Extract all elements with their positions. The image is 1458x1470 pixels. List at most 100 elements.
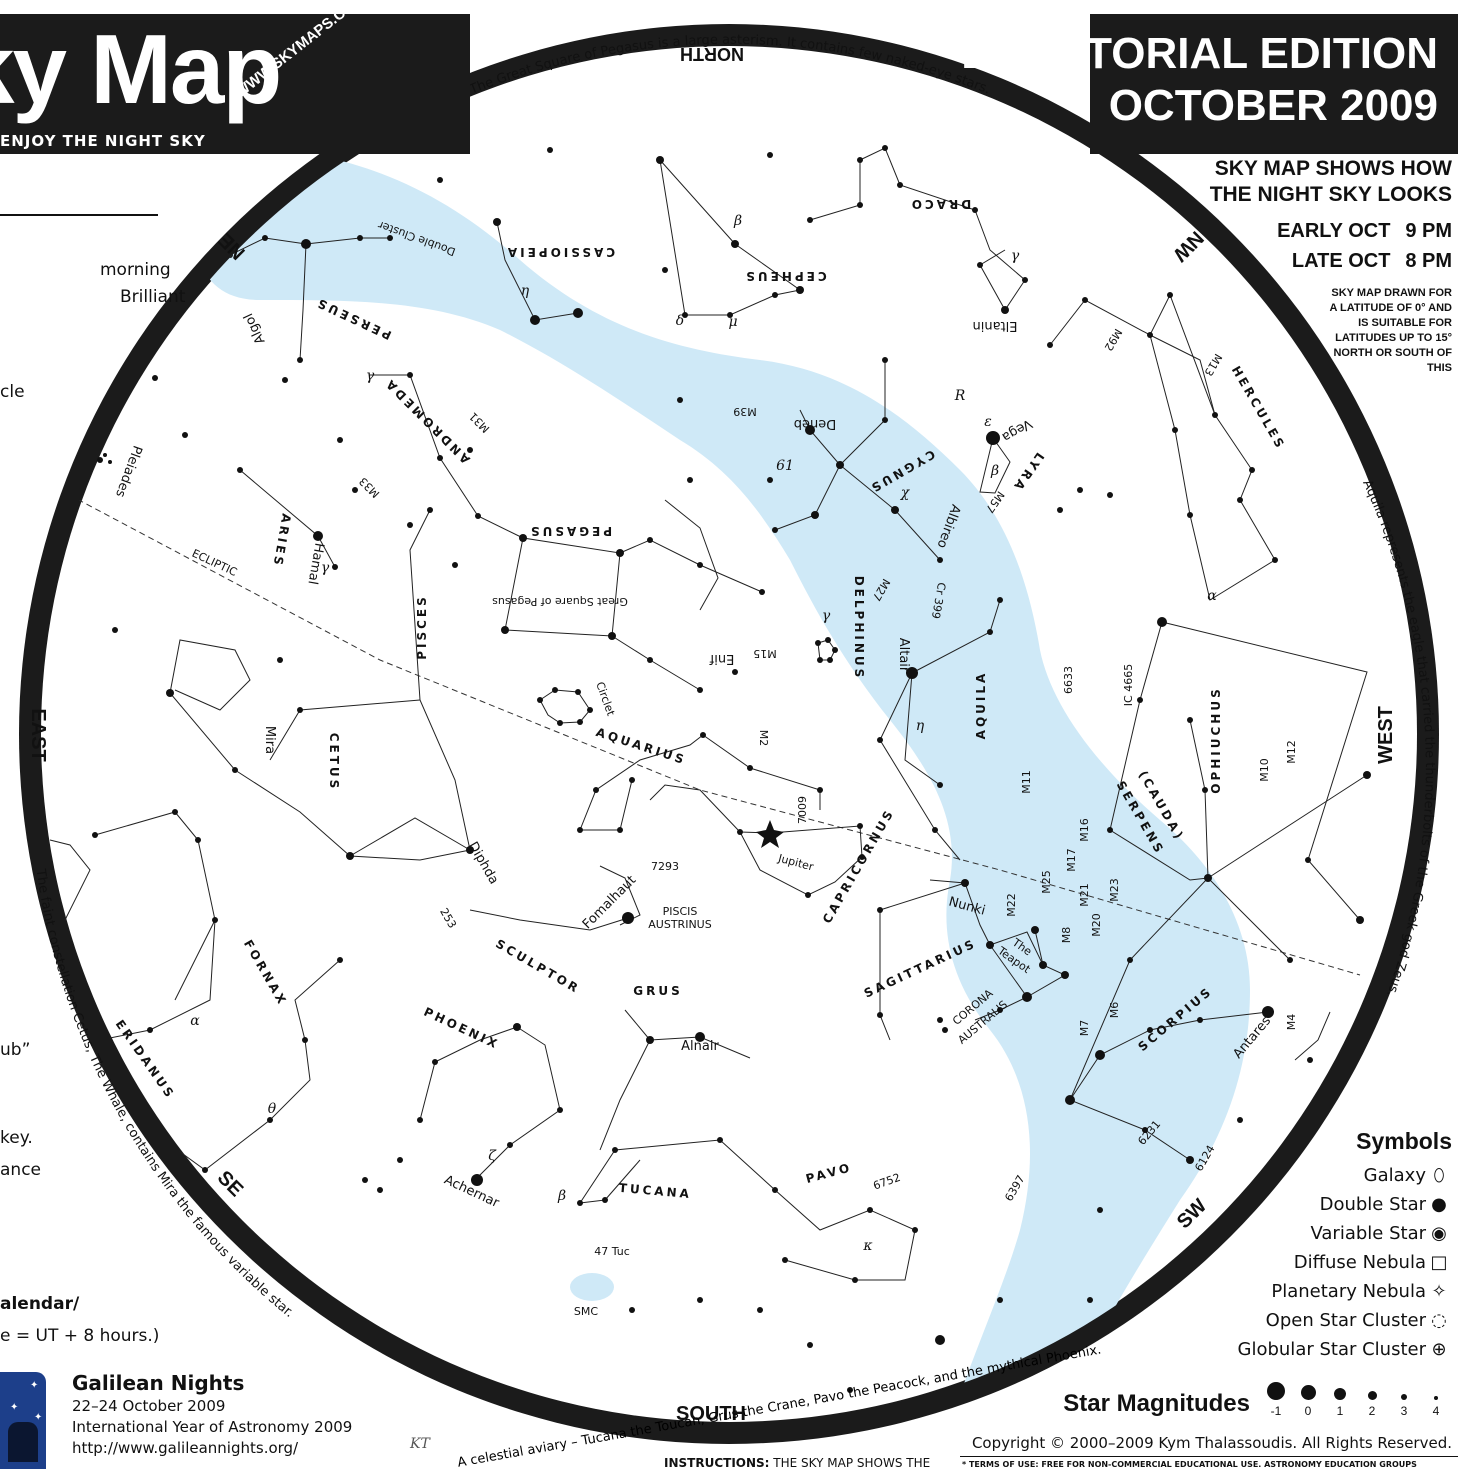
greek-letter-label: θ: [268, 1101, 277, 1117]
copyright: Copyright © 2000–2009 Kym Thalassoudis. …: [971, 1434, 1452, 1452]
symbol-label: Globular Star Cluster: [1237, 1339, 1426, 1360]
symbol-row: Variable Star ◉: [1238, 1219, 1452, 1248]
greek-letter-label: η: [521, 283, 530, 299]
time-row: LATE OCT 8 PM: [1291, 250, 1452, 272]
star-label: Alnair: [681, 1039, 719, 1054]
magnitude-item: 0: [1292, 1385, 1324, 1418]
magnitude-item: 4: [1420, 1396, 1452, 1418]
edition-month: OCTOBER 2009: [1108, 81, 1438, 130]
symbol-label: Variable Star: [1310, 1223, 1426, 1244]
smc-cloud: [570, 1273, 614, 1301]
title-block: ky Map ENJOY THE NIGHT SKY: [0, 14, 460, 154]
compass-south: SOUTH: [676, 1403, 746, 1425]
constellation-label: PEGASUS: [528, 524, 612, 538]
star-label: Altair: [896, 638, 911, 673]
object-label: 47 Tuc: [594, 1245, 630, 1258]
greek-letter-label: β: [733, 213, 742, 229]
object-label: AUSTRINUS: [648, 918, 711, 931]
viewing-times: EARLY OCT 9 PM LATE OCT 8 PM: [1277, 216, 1452, 276]
magnitude-dot: [1267, 1382, 1285, 1400]
object-label: Great Square of Pegasus: [492, 595, 628, 608]
object-label: 7293: [651, 860, 679, 873]
shows-line-2: THE NIGHT SKY LOOKS: [1209, 183, 1452, 206]
milky-way: [192, 148, 1250, 1424]
shows-line-1: SKY MAP SHOWS HOW: [1214, 157, 1452, 180]
magnitude-item: 3: [1388, 1394, 1420, 1418]
object-label: M6: [1108, 1002, 1121, 1019]
symbol-row: Diffuse Nebula □: [1238, 1248, 1452, 1277]
greek-letter-label: κ: [862, 1238, 872, 1254]
time-row: EARLY OCT 9 PM: [1277, 220, 1452, 242]
object-label: M21: [1078, 883, 1091, 907]
magnitudes-heading: Star Magnitudes: [1063, 1390, 1250, 1417]
magnitude-dot: [1434, 1396, 1438, 1400]
magnitude-dot: [1300, 1385, 1316, 1400]
greek-letter-label: γ: [1011, 248, 1020, 264]
header-banner-right: [1090, 14, 1458, 154]
object-label: M4: [1285, 1014, 1298, 1031]
object-label: M8: [1060, 927, 1073, 944]
constellation-label: CASSIOPEIA: [505, 245, 615, 259]
object-label: M25: [1040, 870, 1053, 894]
left-text-fragment: ance: [0, 1160, 41, 1180]
constellation-label: OPHIUCHUS: [1209, 686, 1223, 793]
greek-letter-label: η: [916, 718, 925, 734]
magnitude-label: 2: [1368, 1404, 1376, 1418]
symbol-row: Planetary Nebula ✧: [1238, 1277, 1452, 1306]
shows-note: SKY MAP SHOWS HOW THE NIGHT SKY LOOKS: [1210, 156, 1452, 208]
symbol-label: Planetary Nebula: [1271, 1281, 1426, 1302]
constellation-label: DRACO: [909, 197, 972, 211]
object-label: M20: [1090, 913, 1103, 937]
magnitude-dot: [1401, 1394, 1407, 1400]
greek-letter-label: ζ: [488, 1148, 497, 1164]
greek-letter-label: γ: [366, 368, 375, 384]
star-label: Enif: [709, 651, 734, 666]
object-label: M17: [1065, 848, 1078, 872]
symbol-label: Galaxy: [1363, 1165, 1426, 1186]
object-label: M10: [1258, 758, 1271, 782]
magnitude-item: 1: [1324, 1388, 1356, 1418]
symbol-row: Double Star ●: [1238, 1190, 1452, 1219]
galilean-nights-logo: ✦ ✦ ✦: [0, 1372, 46, 1469]
magnitude-label: 0: [1304, 1404, 1312, 1418]
left-text-fragment: e = UT + 8 hours.): [0, 1326, 160, 1346]
object-label: M23: [1108, 878, 1121, 902]
constellation-label: DELPHINUS: [852, 576, 866, 681]
artist-initials: KT: [410, 1436, 430, 1452]
left-text-fragment: ub”: [0, 1040, 31, 1060]
magnitude-dot: [1367, 1391, 1377, 1400]
galilean-dates: 22–24 October 2009: [72, 1397, 226, 1415]
greek-letter-label: μ: [728, 314, 737, 330]
jupiter-marker: [756, 820, 784, 848]
greek-letter-label: α: [1207, 588, 1217, 604]
sky-map-logo: ky Map: [0, 14, 282, 124]
magnitude-label: 1: [1336, 1404, 1344, 1418]
greek-letter-label: 61: [776, 458, 794, 474]
constellation-label: GRUS: [633, 984, 682, 998]
symbol-label: Diffuse Nebula: [1293, 1252, 1426, 1273]
object-label: IC 4665: [1122, 664, 1135, 706]
object-label: M22: [1005, 893, 1018, 917]
greek-letter-label: γ: [321, 560, 330, 576]
constellation-label: TUCANA: [618, 1181, 692, 1201]
instructions-bottom: INSTRUCTIONS: THE SKY MAP SHOWS THE: [664, 1456, 931, 1470]
object-label: M16: [1078, 818, 1091, 842]
latitude-note: SKY MAP DRAWN FOR A LATITUDE OF 0° AND I…: [1329, 287, 1452, 374]
greek-letter-label: β: [557, 1188, 566, 1204]
symbol-icon: ◉: [1431, 1223, 1447, 1244]
star-label: Hamal: [304, 542, 326, 586]
symbol-label: Open Star Cluster: [1265, 1310, 1426, 1331]
galilean-url[interactable]: http://www.galileannights.org/: [72, 1439, 299, 1457]
galilean-org: International Year of Astronomy 2009: [72, 1418, 353, 1436]
object-label: SMC: [574, 1305, 598, 1318]
left-text-fragment: Brilliant: [120, 287, 186, 307]
object-label: M7: [1078, 1020, 1091, 1037]
left-text-fragment: alendar/: [0, 1294, 80, 1314]
constellation-label: CEPHEUS: [743, 269, 826, 283]
symbol-label: Double Star: [1319, 1194, 1426, 1215]
greek-letter-label: α: [190, 1013, 200, 1029]
constellation-label: AQUILA: [974, 671, 988, 740]
edition-block: EQUATORIAL EDITION OCTOBER 2009: [961, 28, 1438, 132]
greek-letter-label: γ: [822, 608, 831, 624]
